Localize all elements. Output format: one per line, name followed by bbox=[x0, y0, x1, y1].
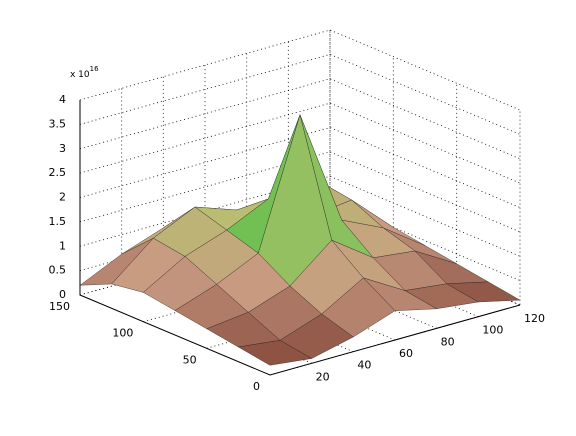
z-multiplier-base: x 10 bbox=[70, 70, 90, 80]
z-multiplier-exponent: 16 bbox=[90, 65, 99, 73]
z-tick-label: 3.5 bbox=[49, 117, 67, 130]
x-tick-label: 120 bbox=[524, 312, 545, 325]
x-tick-label: 40 bbox=[357, 359, 371, 372]
y-tick-label: 0 bbox=[253, 380, 260, 393]
z-tick-label: 0 bbox=[59, 288, 66, 301]
z-grid-line bbox=[79, 29, 521, 111]
y-tick-label: 150 bbox=[49, 300, 70, 313]
z-tick-label: 1 bbox=[59, 239, 66, 252]
y-tick-label: 50 bbox=[183, 353, 197, 366]
x-tick-label: 20 bbox=[316, 370, 330, 383]
z-tick-label: 0.5 bbox=[49, 264, 67, 277]
x-tick-label: 80 bbox=[441, 335, 455, 348]
x-tick-label: 60 bbox=[399, 347, 413, 360]
z-tick-label: 2 bbox=[59, 191, 66, 204]
z-tick-label: 3 bbox=[59, 142, 66, 155]
y-tick-label: 100 bbox=[112, 327, 133, 340]
z-tick-label: 4 bbox=[59, 93, 66, 106]
z-tick-label: 2.5 bbox=[49, 166, 67, 179]
axis-line bbox=[79, 100, 521, 376]
z-tick-label: 1.5 bbox=[49, 215, 67, 228]
surface-face bbox=[237, 340, 313, 366]
x-tick-label: 100 bbox=[482, 324, 503, 337]
z-multiplier: x 1016 bbox=[70, 65, 99, 80]
